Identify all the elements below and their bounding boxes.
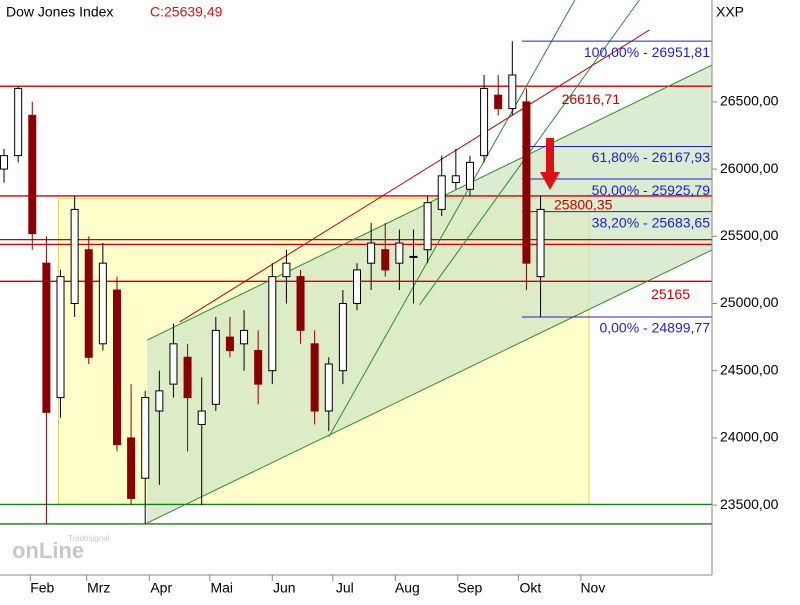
candle-body [56, 276, 65, 399]
level-label: 25800,35 [554, 197, 613, 213]
candle-body [310, 343, 319, 412]
candle-body [254, 350, 263, 385]
candle-body [465, 161, 474, 190]
candle-body [14, 87, 23, 157]
candle-body [522, 101, 531, 264]
watermark-small: Tradesignal [68, 534, 110, 543]
y-tick-label: 23500,00 [720, 496, 779, 512]
candle-body [155, 390, 164, 412]
candle-body [451, 175, 460, 184]
y-tick-label: 26500,00 [720, 93, 779, 109]
axis-label: XXP [716, 4, 744, 20]
candle-body [536, 208, 545, 278]
y-tick-label: 25000,00 [720, 294, 779, 310]
level-label: 25165 [651, 286, 690, 302]
x-tick-label: Jun [273, 580, 296, 596]
x-tick-label: Sep [457, 580, 482, 596]
trendline [147, 249, 712, 524]
fib-label: 61,80% - 26167,93 [592, 149, 711, 165]
trendline [179, 29, 650, 323]
candle-body [282, 262, 291, 278]
candle-body [423, 202, 432, 251]
fib-label: 50,00% - 25925,79 [592, 182, 711, 198]
candle-body [395, 242, 404, 264]
y-tick-label: 26000,00 [720, 160, 779, 176]
candle-body [112, 289, 121, 446]
plot-area [0, 0, 712, 525]
x-tick-label: Nov [580, 580, 605, 596]
candle-body [268, 276, 277, 372]
candle-body [127, 437, 136, 499]
candle-body [28, 114, 37, 235]
fib-label: 38,20% - 25683,65 [592, 214, 711, 230]
candle-body [42, 262, 51, 413]
candle-body [367, 242, 376, 264]
candle-body [480, 87, 489, 157]
y-tick-label: 25500,00 [720, 227, 779, 243]
x-tick-label: Apr [150, 580, 172, 596]
candle-body [437, 175, 446, 210]
watermark: onLine [12, 538, 84, 563]
candle-body [169, 343, 178, 385]
candle-body [353, 269, 362, 304]
candle-body [338, 302, 347, 372]
candle-body [98, 262, 107, 345]
candle-body [183, 356, 192, 399]
candle-body [84, 249, 93, 358]
candle-body [211, 329, 220, 405]
candle-body [508, 74, 517, 110]
candle-body [225, 336, 234, 352]
level-label: 26616,71 [562, 91, 621, 107]
arrow-annotation [540, 138, 560, 190]
trendline [328, 0, 576, 438]
y-tick-label: 24000,00 [720, 429, 779, 445]
x-tick-label: Okt [519, 580, 541, 596]
chart-subtitle: C:25639,49 [150, 4, 223, 20]
x-tick-label: Jul [336, 580, 354, 596]
x-tick-label: Feb [30, 580, 54, 596]
x-tick-label: Aug [395, 580, 420, 596]
candle-body [141, 397, 150, 479]
y-tick-label: 24500,00 [720, 361, 779, 377]
candle-body [494, 94, 503, 110]
candle-body [409, 255, 418, 258]
candle-body [197, 410, 206, 425]
fib-label: 0,00% - 24899,77 [599, 320, 710, 336]
x-tick-label: Mrz [87, 580, 110, 596]
overlay: 26616,71 25800,35 25165 100,00% - 26951,81 6… [554, 44, 710, 336]
fib-label: 100,00% - 26951,81 [584, 44, 710, 60]
x-tick-label: Mai [210, 580, 233, 596]
chart-title: Dow Jones Index [6, 4, 113, 20]
candle-body [296, 276, 305, 331]
candle-body [324, 363, 333, 412]
candle-body [70, 208, 79, 304]
candle-body [240, 329, 249, 345]
candle-body [0, 155, 9, 170]
candle-body [381, 249, 390, 271]
